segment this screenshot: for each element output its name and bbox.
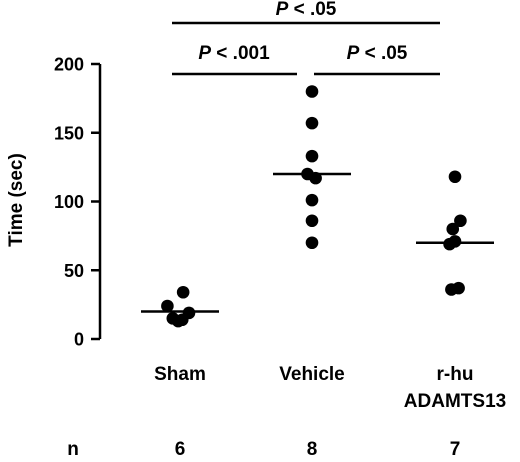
data-point <box>305 193 319 207</box>
x-tick-label: Sham <box>154 364 206 385</box>
data-point <box>305 116 319 130</box>
significance-bracket: P < .05 <box>172 0 440 25</box>
n-value: 6 <box>175 439 186 460</box>
data-point <box>182 306 196 320</box>
p-symbol: P <box>347 43 360 64</box>
y-tick-label: 50 <box>64 261 84 281</box>
data-point <box>176 285 190 299</box>
y-tick-label: 0 <box>74 330 84 350</box>
data-point <box>443 237 456 251</box>
y-tick-label: 100 <box>54 192 84 212</box>
x-tick-label: Vehicle <box>279 364 345 385</box>
group-1 <box>141 285 219 328</box>
data-point <box>309 171 322 185</box>
x-tick-label-line2: ADAMTS13 <box>404 391 506 412</box>
data-point <box>161 299 174 313</box>
data-point <box>305 236 319 250</box>
group-3 <box>416 170 494 296</box>
p-threshold: < .05 <box>359 43 407 64</box>
n-label: n <box>67 439 79 460</box>
data-point <box>305 85 319 98</box>
data-point <box>171 314 185 328</box>
data-point <box>448 170 462 184</box>
x-axis-labels: Sham Vehicle r-hu ADAMTS13 <box>154 364 506 412</box>
group-2 <box>273 85 351 250</box>
data-point <box>452 281 465 295</box>
y-tick-label: 150 <box>54 123 84 143</box>
y-tick-label: 200 <box>54 55 84 75</box>
data-point <box>305 149 319 163</box>
n-row: n 6 8 7 <box>67 439 460 460</box>
p-value-label: P < .05 <box>276 0 337 20</box>
p-threshold: < .001 <box>211 43 270 64</box>
p-symbol: P <box>276 0 289 20</box>
y-axis: 0 50 100 150 200 Time (sec) <box>6 55 102 350</box>
p-symbol: P <box>198 43 211 64</box>
significance-brackets: P < .001 P < .05P < .05 <box>172 0 440 76</box>
n-value: 7 <box>450 439 461 460</box>
p-threshold: < .05 <box>288 0 336 20</box>
significance-bracket: P < .001 <box>172 43 297 76</box>
y-axis-label: Time (sec) <box>6 153 27 247</box>
data-point <box>446 222 460 236</box>
significance-bracket: P < .05 <box>314 43 440 76</box>
p-value-label: P < .001 <box>198 43 270 64</box>
data-point <box>454 214 467 228</box>
x-tick-label: r-hu <box>437 364 474 385</box>
n-value: 8 <box>307 439 318 460</box>
p-value-label: P < .05 <box>347 43 408 64</box>
scatter-marks <box>141 85 494 328</box>
data-point <box>305 214 319 228</box>
